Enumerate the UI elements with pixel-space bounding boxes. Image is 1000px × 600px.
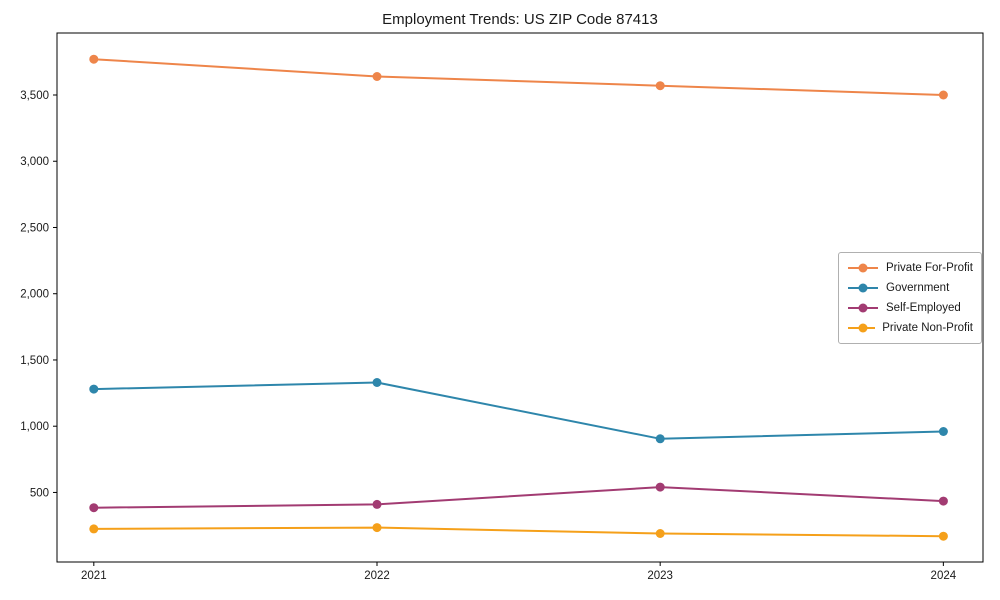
legend-label: Private Non-Profit (882, 322, 973, 334)
y-tick-label: 1,500 (20, 355, 49, 367)
legend-line-marker-icon (848, 263, 878, 273)
plot-area (56, 32, 984, 563)
data-point-government (938, 427, 948, 436)
data-point-government (372, 378, 382, 387)
legend-entry-private-non-profit: Private Non-Profit (847, 320, 973, 336)
series-line-government (92, 381, 945, 440)
y-tick-label: 2,500 (20, 222, 49, 234)
data-point-self-employed (89, 503, 99, 513)
series-line-self-employed (92, 486, 945, 509)
data-point-private-non-profit (372, 523, 382, 533)
data-point-private-non-profit (655, 529, 665, 538)
x-tick-label: 2021 (81, 570, 107, 582)
chart-title: Employment Trends: US ZIP Code 87413 (382, 11, 658, 28)
data-point-private-for-profit (938, 90, 948, 100)
data-point-private-for-profit (655, 81, 665, 91)
series-line-private-non-profit (92, 526, 945, 538)
data-point-private-non-profit (938, 531, 948, 541)
x-tick-label: 2024 (931, 570, 957, 582)
x-tick-label: 2022 (364, 570, 390, 582)
legend-line-marker-icon (848, 323, 876, 333)
legend-label: Self-Employed (886, 302, 961, 314)
legend-entry-private-for-profit: Private For-Profit (847, 260, 973, 276)
data-point-government (89, 384, 99, 394)
series-line-private-for-profit (92, 58, 945, 96)
y-tick-label: 2,000 (20, 289, 49, 301)
legend-label: Private For-Profit (886, 262, 973, 274)
legend-label: Government (886, 282, 950, 294)
legend-line-marker-icon (848, 283, 878, 293)
y-tick-label: 3,000 (20, 156, 49, 168)
data-point-private-non-profit (89, 524, 99, 534)
legend-entry-government: Government (847, 280, 973, 296)
legend-entry-self-employed: Self-Employed (847, 300, 973, 316)
data-point-self-employed (372, 499, 382, 509)
data-point-private-for-profit (89, 54, 99, 64)
y-tick-label: 500 (30, 487, 49, 499)
data-point-self-employed (938, 496, 948, 506)
y-tick-label: 1,000 (20, 421, 49, 433)
y-tick-label: 3,500 (20, 90, 49, 102)
data-point-government (655, 434, 665, 444)
data-point-self-employed (655, 482, 665, 492)
legend: Private For-Profit Government Self-Employe… (838, 252, 982, 344)
x-tick-label: 2023 (647, 570, 673, 582)
legend-line-marker-icon (848, 303, 878, 313)
data-point-private-for-profit (372, 72, 382, 81)
